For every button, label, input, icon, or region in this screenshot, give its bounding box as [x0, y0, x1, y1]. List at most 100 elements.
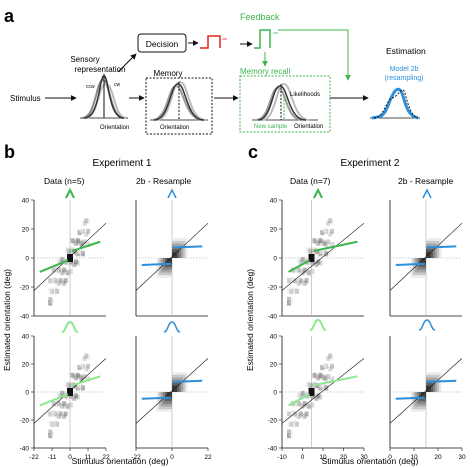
y-tick-label: 40 [22, 334, 30, 341]
heatmap-cell [294, 399, 299, 405]
x-tick-label: 22 [102, 454, 110, 461]
identity-line [389, 358, 463, 424]
x-tick-label: 11 [85, 454, 92, 461]
heatmap-cell [48, 429, 53, 435]
heatmap-cell [56, 258, 61, 264]
heatmap-cell [290, 410, 295, 416]
heatmap-cell [298, 411, 303, 417]
heatmap-cell [79, 227, 84, 233]
model-label-line1: Model 2b [390, 66, 419, 73]
y-tick-label: -40 [20, 446, 30, 453]
y-tick-label: -20 [268, 418, 278, 425]
x-tick-label: 0 [68, 454, 72, 461]
heatmap-cell [48, 278, 53, 284]
heatmap-cell [300, 390, 305, 396]
y-tick-label: 0 [25, 256, 29, 263]
feedback-cw-label: cw [273, 30, 278, 35]
heatmap-cell [53, 420, 58, 426]
identity-line [135, 222, 209, 291]
heatmap-cell [86, 228, 91, 234]
blue-feedback-icon-c2 [422, 188, 432, 199]
heatmap-cell [296, 258, 301, 264]
y-tick-label: 20 [270, 227, 278, 234]
decision-box [137, 33, 187, 53]
blue-bump-icon-b4 [163, 321, 181, 333]
y-tick-label: -40 [268, 446, 278, 453]
x-tick-label: 30 [360, 454, 368, 461]
heatmap-cell [74, 259, 79, 265]
recall-distributions [252, 82, 318, 121]
heatmap-cell [292, 287, 297, 293]
y-tick-label: 40 [270, 198, 278, 205]
heatmap-cell [84, 353, 89, 359]
heatmap-cell [296, 392, 301, 398]
heatmap-cell [51, 410, 56, 416]
memory-recall-box [239, 75, 331, 133]
heatmap-cell [294, 266, 299, 272]
estimation-distributions [370, 87, 420, 120]
regression-cw-line [313, 375, 358, 387]
heatmap-cell [68, 402, 73, 408]
stimulus-label: Stimulus [10, 94, 41, 103]
exp2-data-label: Data (n=7) [290, 176, 331, 186]
heatmap-cell [48, 287, 53, 293]
y-tick-label: 0 [25, 390, 29, 397]
heatmap-cell [304, 278, 309, 284]
y-tick-label: 20 [270, 362, 278, 369]
heatmap-cell [48, 411, 53, 417]
heatmap-cell [312, 238, 317, 244]
subplot-b-4: -22 0 22 [131, 336, 212, 461]
heatmap-cell [322, 227, 327, 233]
x-tick-label: 0 [301, 454, 305, 461]
lightgreen-bump-icon-c3 [309, 318, 327, 331]
heatmap-cell [322, 362, 327, 368]
heatmap-cell [84, 218, 89, 224]
regression-ccw-line [288, 393, 310, 407]
identity-line [33, 222, 107, 291]
heatmap-cell [65, 381, 70, 387]
x-tick-label: -10 [277, 454, 287, 461]
heatmap-cell [316, 393, 321, 399]
y-tick-label: -40 [20, 314, 30, 321]
x-tick-label: -22 [131, 454, 141, 461]
model-ccw-line [141, 396, 172, 400]
model-cw-line [426, 379, 457, 383]
y-tick-label: -20 [20, 285, 30, 292]
model-ccw-line [395, 396, 426, 400]
decision-cw-step [200, 35, 221, 49]
heatmap-cell [306, 247, 311, 253]
y-tick-label: -20 [20, 418, 30, 425]
subplot-c-4: 0 10 20 30 [388, 336, 466, 461]
heatmap-cell [77, 248, 82, 254]
heatmap-cell [328, 218, 333, 224]
identity-line [281, 358, 365, 424]
heatmap-cell [298, 278, 303, 284]
sensory-label-line2: representation [74, 65, 125, 74]
heatmap-cell [68, 268, 73, 274]
identity-line [33, 358, 107, 424]
heatmap-cell [86, 363, 91, 369]
heatmap-cell [51, 276, 56, 282]
subplot-c-1: 40 20 0 -20 -40 [268, 198, 365, 321]
model-label-line2: (resampling) [385, 75, 424, 82]
model-ccw-line [395, 262, 426, 266]
sensory-distributions [80, 74, 128, 119]
y-tick-label: 20 [22, 362, 30, 369]
orientation-label-1: Orientation [100, 125, 129, 131]
heatmap-cell [318, 372, 323, 378]
decision-label: Decision [146, 39, 179, 49]
blue-feedback-icon-b2 [167, 188, 177, 199]
heatmap-cell [63, 411, 68, 417]
panel-label-b: b [4, 142, 15, 162]
model-density-lower [421, 392, 426, 399]
regression-ccw-line [288, 259, 311, 273]
x-tick-label: 22 [204, 454, 212, 461]
lightgreen-bump-icon-b3 [61, 320, 79, 333]
new-sample-label: New sample [254, 124, 288, 130]
heatmap-cell [326, 374, 331, 380]
y-tick-label: 0 [273, 390, 277, 397]
heatmap-cell [330, 228, 335, 234]
subplot-c-2 [389, 200, 463, 317]
heatmap-cell [51, 401, 56, 407]
